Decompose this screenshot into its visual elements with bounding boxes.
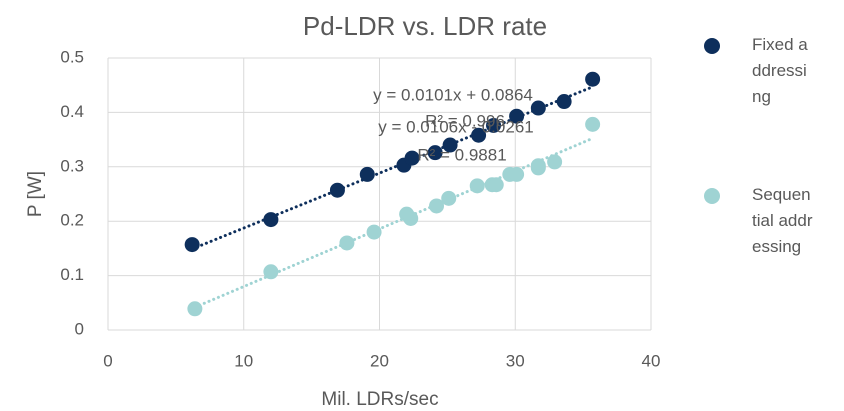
x-tick-label: 40 [642, 351, 661, 370]
data-point [403, 210, 419, 226]
data-point [429, 198, 445, 214]
data-point [509, 166, 525, 182]
legend-marker [704, 188, 720, 204]
data-point [530, 100, 546, 116]
trendline [190, 85, 595, 251]
data-point [184, 237, 200, 253]
y-tick-label: 0.1 [60, 265, 84, 284]
data-point [404, 150, 420, 166]
x-tick-label: 10 [234, 351, 253, 370]
y-tick-label: 0.3 [60, 156, 84, 175]
legend-marker [704, 38, 720, 54]
data-point [585, 116, 601, 132]
x-axis-label: Mil. LDRs/sec [321, 389, 438, 410]
x-tick-label: 0 [103, 351, 112, 370]
legend-label: Sequential addressing [752, 185, 813, 256]
data-point [556, 94, 572, 110]
x-tick-label: 20 [370, 351, 389, 370]
data-point [359, 166, 375, 182]
data-point [469, 178, 485, 194]
data-point [547, 154, 563, 170]
y-tick-label: 0.5 [60, 47, 84, 66]
data-point [486, 117, 502, 133]
data-point [442, 137, 458, 153]
data-point [427, 145, 443, 161]
legend-label: Fixed addressing [752, 35, 808, 106]
data-point [187, 301, 203, 317]
y-tick-label: 0.4 [60, 102, 84, 121]
data-point [585, 71, 601, 87]
data-point [329, 182, 345, 198]
data-point [530, 158, 546, 174]
data-point [509, 108, 525, 124]
trendline [193, 136, 595, 309]
data-point [366, 224, 382, 240]
y-axis-label: P [W] [25, 171, 46, 217]
y-tick-label: 0.2 [60, 211, 84, 230]
data-point [263, 212, 279, 228]
data-point [488, 177, 504, 193]
y-tick-label: 0 [75, 319, 84, 338]
data-point [339, 235, 355, 251]
x-tick-label: 30 [506, 351, 525, 370]
chart-title: Pd-LDR vs. LDR rate [303, 11, 547, 41]
data-point [441, 190, 457, 206]
trendline-equation: y = 0.0101x + 0.0864 [373, 85, 533, 104]
data-point [263, 264, 279, 280]
trendline-r2: R² = 0.996 [425, 111, 505, 130]
trendline-equation: y = 0.0106x - 0.0261 [378, 117, 533, 136]
trendline-r2: R² = 0.9881 [417, 145, 506, 164]
data-point [471, 127, 487, 143]
